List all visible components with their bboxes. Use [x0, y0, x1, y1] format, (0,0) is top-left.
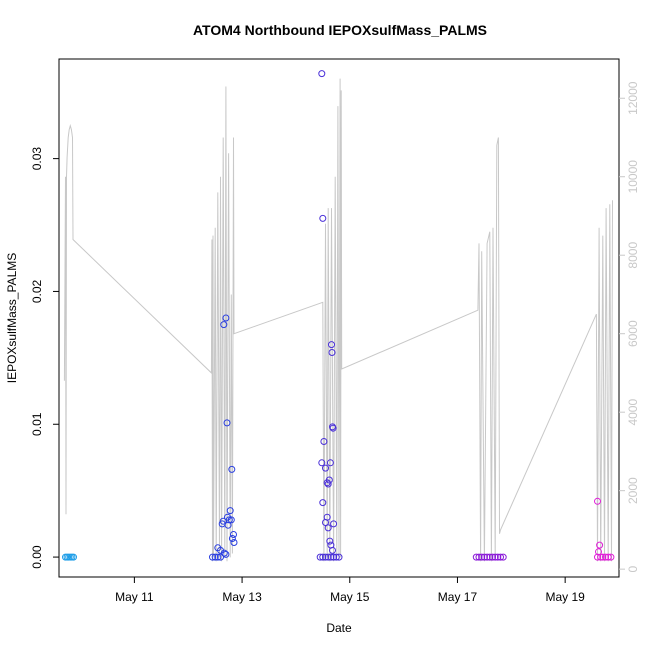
- y2-tick-label: 0: [626, 565, 640, 572]
- data-point: [318, 70, 326, 78]
- y-tick-label: 0.02: [30, 279, 44, 303]
- series-flight-may-14: [316, 70, 343, 561]
- data-point: [220, 321, 228, 329]
- y-axis: 0.00 0.01 0.02 0.03: [30, 147, 59, 569]
- series-flight-may-09: [62, 553, 77, 561]
- x-axis: May 11 May 13 May 15 May 17 May 19: [115, 577, 585, 604]
- x-tick-label: May 19: [545, 590, 585, 604]
- data-point: [214, 553, 222, 561]
- data-point: [330, 520, 338, 528]
- data-point: [480, 553, 488, 561]
- data-point: [597, 553, 605, 561]
- series-flight-may-19: [594, 497, 615, 561]
- altitude-line: [63, 78, 613, 562]
- y2-tick-label: 2000: [626, 477, 640, 504]
- data-point: [599, 553, 607, 561]
- altitude-layer: [63, 78, 613, 562]
- data-point: [227, 516, 235, 524]
- data-point: [327, 553, 335, 561]
- data-point: [324, 553, 332, 561]
- y-tick-label: 0.03: [30, 147, 44, 171]
- plot-frame: [58, 58, 620, 578]
- data-point: [70, 553, 77, 561]
- x-tick-label: May 11: [115, 590, 154, 604]
- data-point: [594, 497, 601, 505]
- data-point: [230, 539, 238, 546]
- data-point: [602, 553, 609, 561]
- data-point: [486, 553, 494, 561]
- data-point: [483, 553, 491, 561]
- data-point: [222, 550, 230, 558]
- data-point: [220, 549, 228, 557]
- data-point: [209, 553, 216, 561]
- data-point: [319, 553, 327, 561]
- data-point: [319, 214, 327, 222]
- data-point: [472, 553, 480, 561]
- data-point: [329, 424, 337, 432]
- x-tick-label: May 13: [222, 590, 262, 604]
- y-axis-label: IEPOXsulfMass_PALMS: [5, 253, 19, 384]
- data-point: [316, 553, 324, 561]
- points-layer: [62, 70, 615, 561]
- data-point: [596, 541, 604, 549]
- data-point: [604, 553, 612, 561]
- data-point: [323, 513, 331, 521]
- series-flight-may-12: [209, 314, 238, 561]
- chart-title: ATOM4 Northbound IEPOXsulfMass_PALMS: [193, 22, 487, 38]
- data-point: [226, 507, 234, 515]
- data-point: [594, 553, 601, 561]
- data-point: [230, 531, 237, 538]
- data-point: [322, 464, 329, 472]
- data-point: [225, 516, 233, 524]
- data-point: [607, 553, 615, 561]
- y2-tick-label: 4000: [626, 399, 640, 426]
- data-point: [332, 553, 340, 561]
- x-tick-label: May 17: [438, 590, 478, 604]
- data-point: [228, 465, 236, 473]
- x-tick-label: May 15: [330, 590, 370, 604]
- data-point: [318, 459, 326, 467]
- data-point: [326, 537, 334, 545]
- data-point: [326, 459, 334, 467]
- data-point: [211, 553, 219, 561]
- data-point: [222, 314, 230, 322]
- data-point: [335, 553, 343, 561]
- data-point: [330, 553, 338, 561]
- y2-tick-label: 12000: [626, 81, 640, 115]
- y2-axis: 0 2000 4000 6000 8000 10000 12000: [619, 81, 640, 572]
- data-point: [494, 553, 502, 561]
- data-point: [328, 341, 335, 349]
- data-point: [491, 553, 499, 561]
- data-point: [322, 553, 329, 561]
- data-point: [328, 349, 336, 356]
- data-point: [224, 521, 232, 529]
- data-point: [324, 480, 332, 488]
- series-flight-may-17: [472, 553, 507, 561]
- data-point: [319, 499, 327, 507]
- data-point: [217, 553, 224, 561]
- y2-tick-label: 6000: [626, 320, 640, 347]
- data-point: [324, 524, 332, 532]
- data-point: [478, 553, 486, 561]
- data-point: [223, 419, 231, 427]
- y-tick-label: 0.01: [30, 412, 44, 436]
- x-axis-label: Date: [326, 621, 352, 635]
- y2-tick-label: 10000: [626, 160, 640, 194]
- data-point: [329, 546, 336, 554]
- data-point: [499, 553, 507, 561]
- data-point: [497, 553, 504, 561]
- data-point: [320, 438, 328, 445]
- data-point: [489, 553, 496, 561]
- data-point: [228, 535, 236, 542]
- data-point: [325, 476, 333, 484]
- y-tick-label: 0.00: [30, 545, 44, 569]
- data-point: [475, 553, 483, 561]
- y2-tick-label: 8000: [626, 242, 640, 269]
